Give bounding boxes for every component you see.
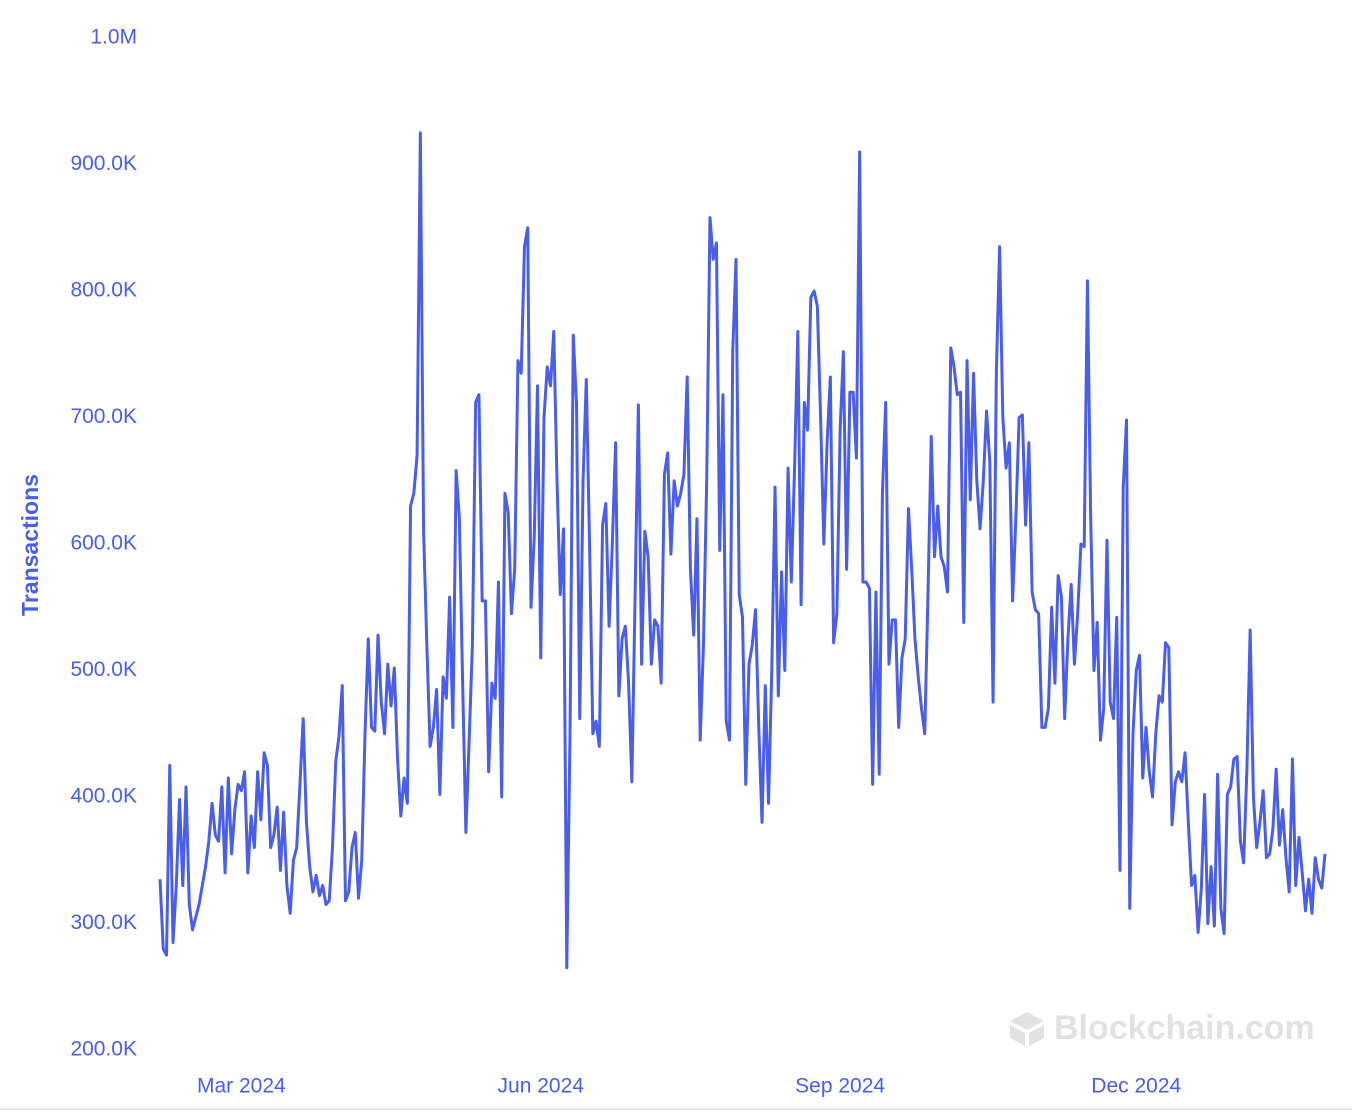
x-tick-label: Mar 2024 xyxy=(197,1075,286,1098)
watermark-icon xyxy=(1010,1012,1044,1046)
data-line xyxy=(158,131,1327,970)
x-tick-label: Sep 2024 xyxy=(795,1075,885,1098)
watermark: Blockchain.com xyxy=(1054,1009,1315,1047)
y-tick-label: 300.0K xyxy=(70,911,137,934)
y-tick-label: 500.0K xyxy=(70,658,137,681)
y-tick-label: 800.0K xyxy=(70,279,137,302)
x-tick-label: Jun 2024 xyxy=(498,1075,585,1098)
y-tick-label: 900.0K xyxy=(70,152,137,175)
y-tick-label: 600.0K xyxy=(70,532,137,555)
y-tick-label: 700.0K xyxy=(70,405,137,428)
x-tick-label: Dec 2024 xyxy=(1091,1075,1181,1098)
y-axis-label: Transactions xyxy=(17,474,43,616)
y-tick-label: 200.0K xyxy=(70,1038,137,1061)
y-tick-label: 400.0K xyxy=(70,785,137,808)
y-tick-label: 1.0M xyxy=(90,26,137,49)
